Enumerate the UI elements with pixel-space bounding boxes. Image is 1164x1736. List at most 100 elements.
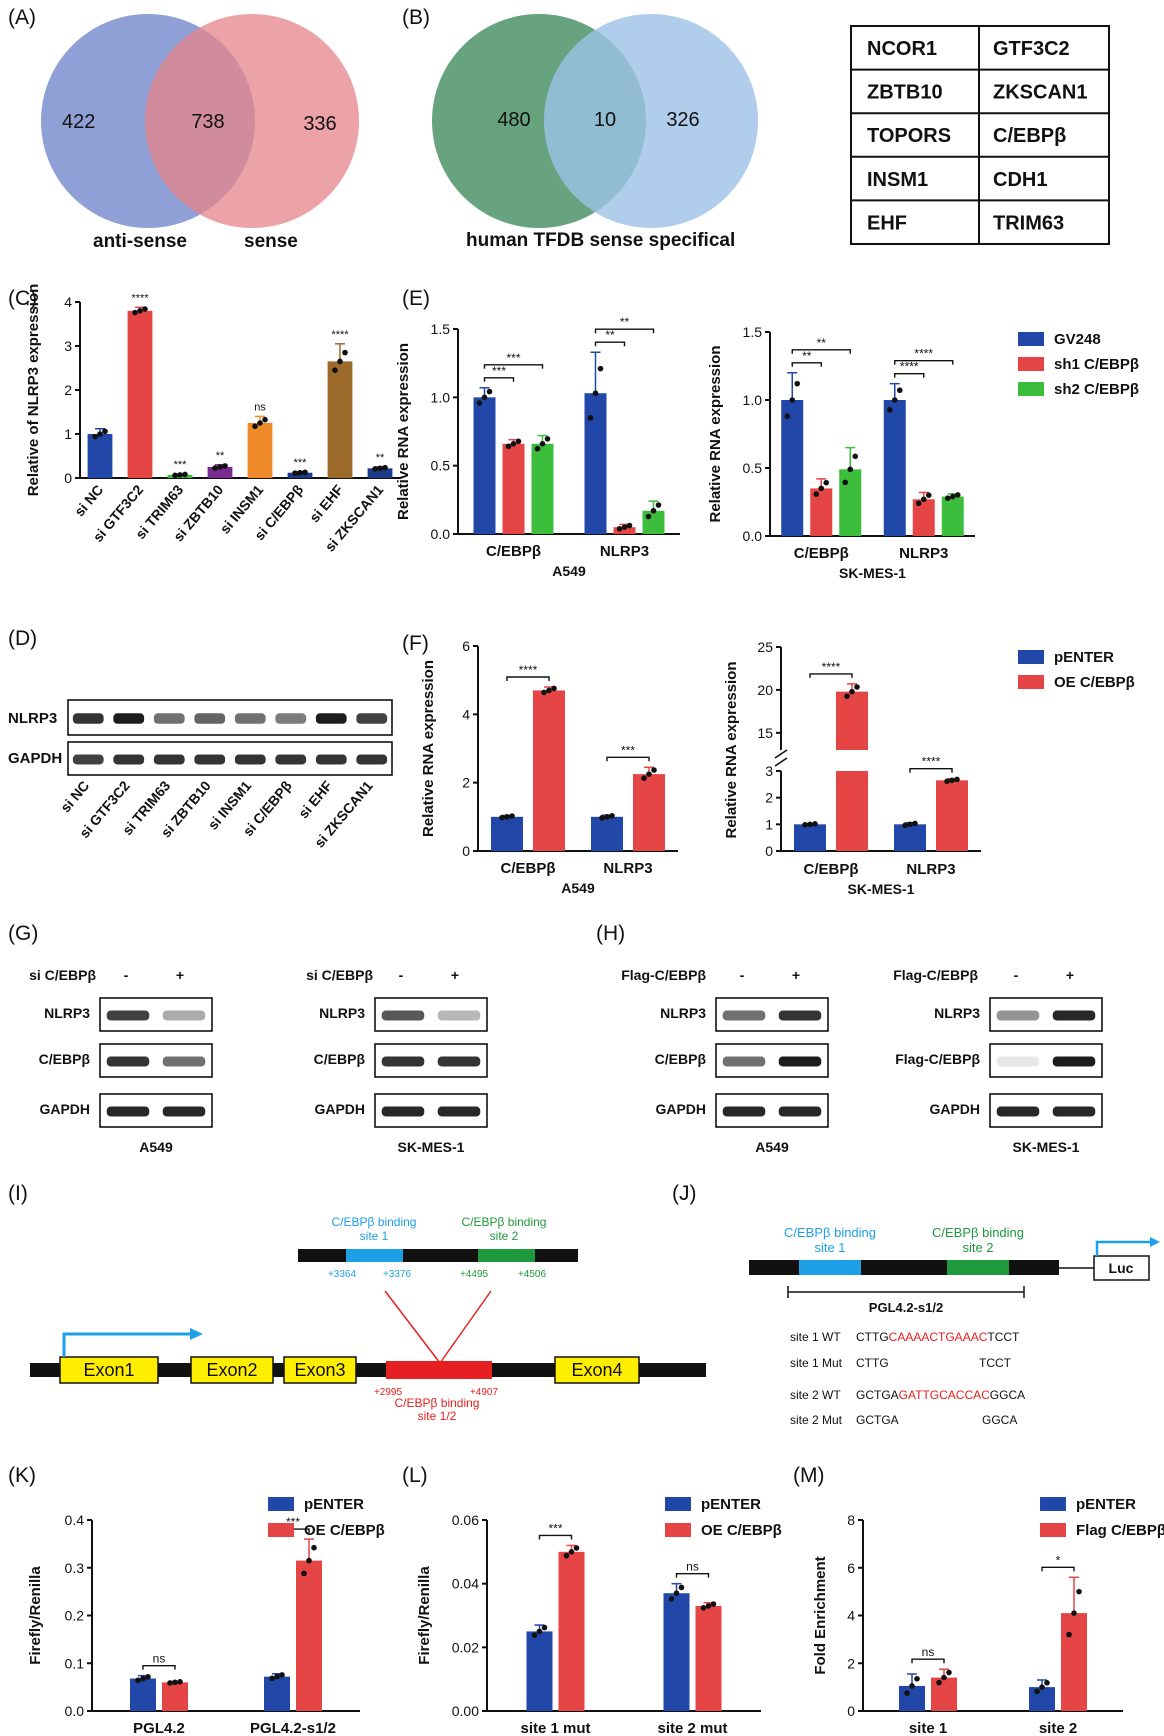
bar [502, 443, 525, 534]
y-tick-label: 0 [765, 843, 773, 859]
blot-h1-row-2 [715, 1093, 829, 1128]
tf-table-cell: ZBTB10 [867, 82, 943, 104]
blot-band [996, 1056, 1040, 1067]
blot-band [106, 1106, 150, 1117]
data-point [655, 502, 662, 508]
data-point [891, 397, 898, 403]
y-tick-label: 0.0 [65, 1703, 85, 1719]
data-point [573, 1545, 580, 1551]
blot-band [275, 713, 307, 724]
bar [613, 527, 636, 534]
blot-band [72, 754, 104, 765]
exon-label: Exon1 [83, 1360, 134, 1380]
blot-h1-row-1 [715, 1043, 829, 1078]
seq-right: TCCT [987, 1330, 1020, 1344]
data-point [132, 309, 138, 316]
y-tick-label: 0.1 [65, 1655, 85, 1671]
y-axis-label: Relative of NLRP3 expression [25, 284, 42, 497]
data-point [269, 1675, 275, 1682]
data-point [102, 428, 108, 435]
blot-band [234, 754, 266, 765]
blot-g1-row-1 [99, 1043, 213, 1078]
bar [558, 1551, 585, 1711]
blot-treatment-label: Flag-C/EBPβ [621, 967, 706, 983]
legend-item: GV248 [1054, 331, 1101, 348]
promoter-arrow [1095, 1240, 1152, 1256]
significance-label: **** [822, 660, 841, 674]
significance-label: *** [621, 743, 635, 757]
binding-site-2 [947, 1260, 1009, 1275]
blot-g2-row-0 [374, 997, 488, 1032]
blot-band [1052, 1010, 1096, 1021]
site1-title: C/EBPβ binding [784, 1225, 876, 1240]
data-point [818, 485, 825, 492]
data-point [650, 507, 657, 514]
panel-letter-b: (B) [402, 6, 430, 29]
data-point [915, 500, 922, 507]
tf-table-cell: CDH1 [993, 169, 1047, 191]
data-point [807, 821, 813, 828]
data-point [274, 1673, 280, 1680]
bar [207, 467, 233, 478]
blot-band [356, 754, 388, 765]
significance-bracket [538, 1534, 573, 1540]
y-tick-label: 1.5 [431, 321, 451, 337]
blot-cell-label: A549 [755, 1139, 789, 1155]
significance-label: ns [922, 1645, 935, 1659]
legend-item: pENTER [1076, 1496, 1136, 1513]
data-point [710, 1601, 717, 1607]
position-label: +2995 [374, 1387, 403, 1398]
data-point [509, 813, 515, 819]
data-point [907, 821, 913, 828]
x-tick-label: NLRP3 [603, 860, 652, 877]
y-tick-label: 3 [64, 338, 72, 354]
data-point [641, 775, 647, 782]
data-point [902, 822, 908, 829]
blot-minus-label: - [1014, 967, 1019, 983]
x-tick-label: NLRP3 [906, 861, 955, 878]
site2-title: C/EBPβ binding [932, 1225, 1024, 1240]
blot-h2-row-1 [989, 1043, 1103, 1078]
bar [931, 1677, 957, 1711]
position-label: +3364 [328, 1269, 357, 1280]
blot-row-label: GAPDH [655, 1101, 706, 1117]
y-axis-label: Fold Enrichment [812, 1556, 829, 1674]
bar [936, 780, 968, 851]
legend-item: sh1 C/EBPβ [1054, 356, 1139, 373]
blot-g2-row-1 [374, 1043, 488, 1078]
blot-d-nlrp3 [67, 699, 393, 736]
panel-letter-l: (L) [402, 1464, 428, 1487]
site2-title: site 2 [490, 1229, 519, 1243]
significance-bracket [911, 1658, 945, 1664]
blot-band [153, 754, 185, 765]
significance-label: ** [620, 315, 630, 329]
significance-label: **** [914, 347, 933, 361]
promoter-arrowhead [1150, 1237, 1160, 1247]
zoom-bar [298, 1249, 578, 1262]
data-point [604, 814, 610, 820]
data-point [499, 814, 505, 821]
x-axis-label: A549 [561, 880, 595, 896]
data-point [789, 397, 796, 403]
data-point [784, 413, 791, 420]
blot-band [113, 713, 145, 724]
x-tick-label: PGL4.2-s1/2 [250, 1720, 336, 1736]
panel-letter-j: (J) [672, 1182, 697, 1205]
bar [695, 1605, 722, 1711]
data-point [145, 1674, 151, 1680]
data-point [823, 479, 830, 486]
legend-swatch [665, 1497, 691, 1511]
significance-label: * [1056, 1553, 1061, 1567]
y-tick-label: 0 [847, 1703, 855, 1719]
seq-row: GCTGAGATTGCACCACGGCA [856, 1388, 1025, 1402]
tf-table-cell: INSM1 [867, 169, 928, 191]
data-point [852, 453, 859, 460]
blot-row-label: C/EBPβ [314, 1051, 366, 1067]
tf-table-cell: GTF3C2 [993, 38, 1070, 60]
data-point [217, 464, 223, 470]
significance-label: **** [131, 292, 149, 304]
blot-band [381, 1056, 425, 1067]
blot-band [275, 754, 307, 765]
x-tick-label: site 2 mut [657, 1720, 727, 1736]
